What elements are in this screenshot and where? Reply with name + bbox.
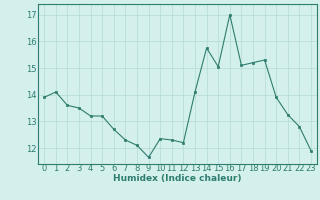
X-axis label: Humidex (Indice chaleur): Humidex (Indice chaleur) [113,174,242,183]
